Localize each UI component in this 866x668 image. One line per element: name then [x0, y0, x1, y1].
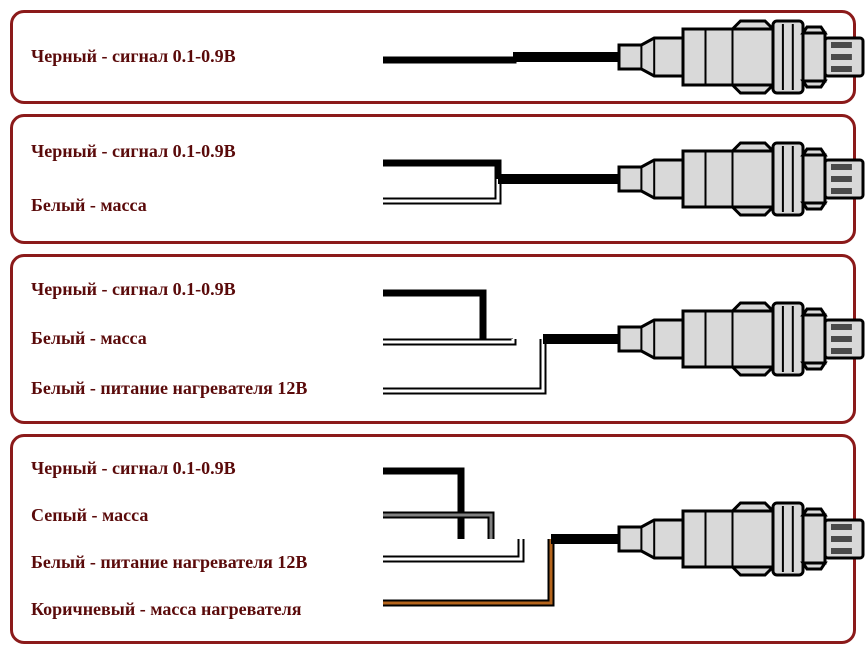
sensor-diagram [383, 13, 866, 101]
sensor-diagram [383, 257, 866, 421]
wire-labels: Черный - сигнал 0.1-0.9В Белый - масса Бел… [13, 257, 383, 421]
sensor-diagram [383, 437, 866, 641]
sensor-panel: Черный - сигнал 0.1-0.9В [10, 10, 856, 104]
wire-label: Белый - питание нагревателя 12В [31, 552, 383, 574]
wire-label: Белый - питание нагревателя 12В [31, 378, 383, 400]
wire-label: Черный - сигнал 0.1-0.9В [31, 141, 383, 163]
wire-labels: Черный - сигнал 0.1-0.9В Сепый - масса Бел… [13, 437, 383, 641]
sensor-panel: Черный - сигнал 0.1-0.9В Белый - масса Бел… [10, 254, 856, 424]
wire-label: Черный - сигнал 0.1-0.9В [31, 458, 383, 480]
wire-label: Белый - масса [31, 328, 383, 350]
wire-labels: Черный - сигнал 0.1-0.9В [13, 13, 383, 101]
wire-labels: Черный - сигнал 0.1-0.9В Белый - масса [13, 117, 383, 241]
wire-label: Сепый - масса [31, 505, 383, 527]
wire-label: Черный - сигнал 0.1-0.9В [31, 279, 383, 301]
sensor-panel: Черный - сигнал 0.1-0.9В Белый - масса [10, 114, 856, 244]
wire-label: Белый - масса [31, 195, 383, 217]
wire-label: Коричневый - масса нагревателя [31, 599, 383, 621]
sensor-panel: Черный - сигнал 0.1-0.9В Сепый - масса Бел… [10, 434, 856, 644]
wire-label: Черный - сигнал 0.1-0.9В [31, 46, 383, 68]
sensor-diagram [383, 117, 866, 241]
